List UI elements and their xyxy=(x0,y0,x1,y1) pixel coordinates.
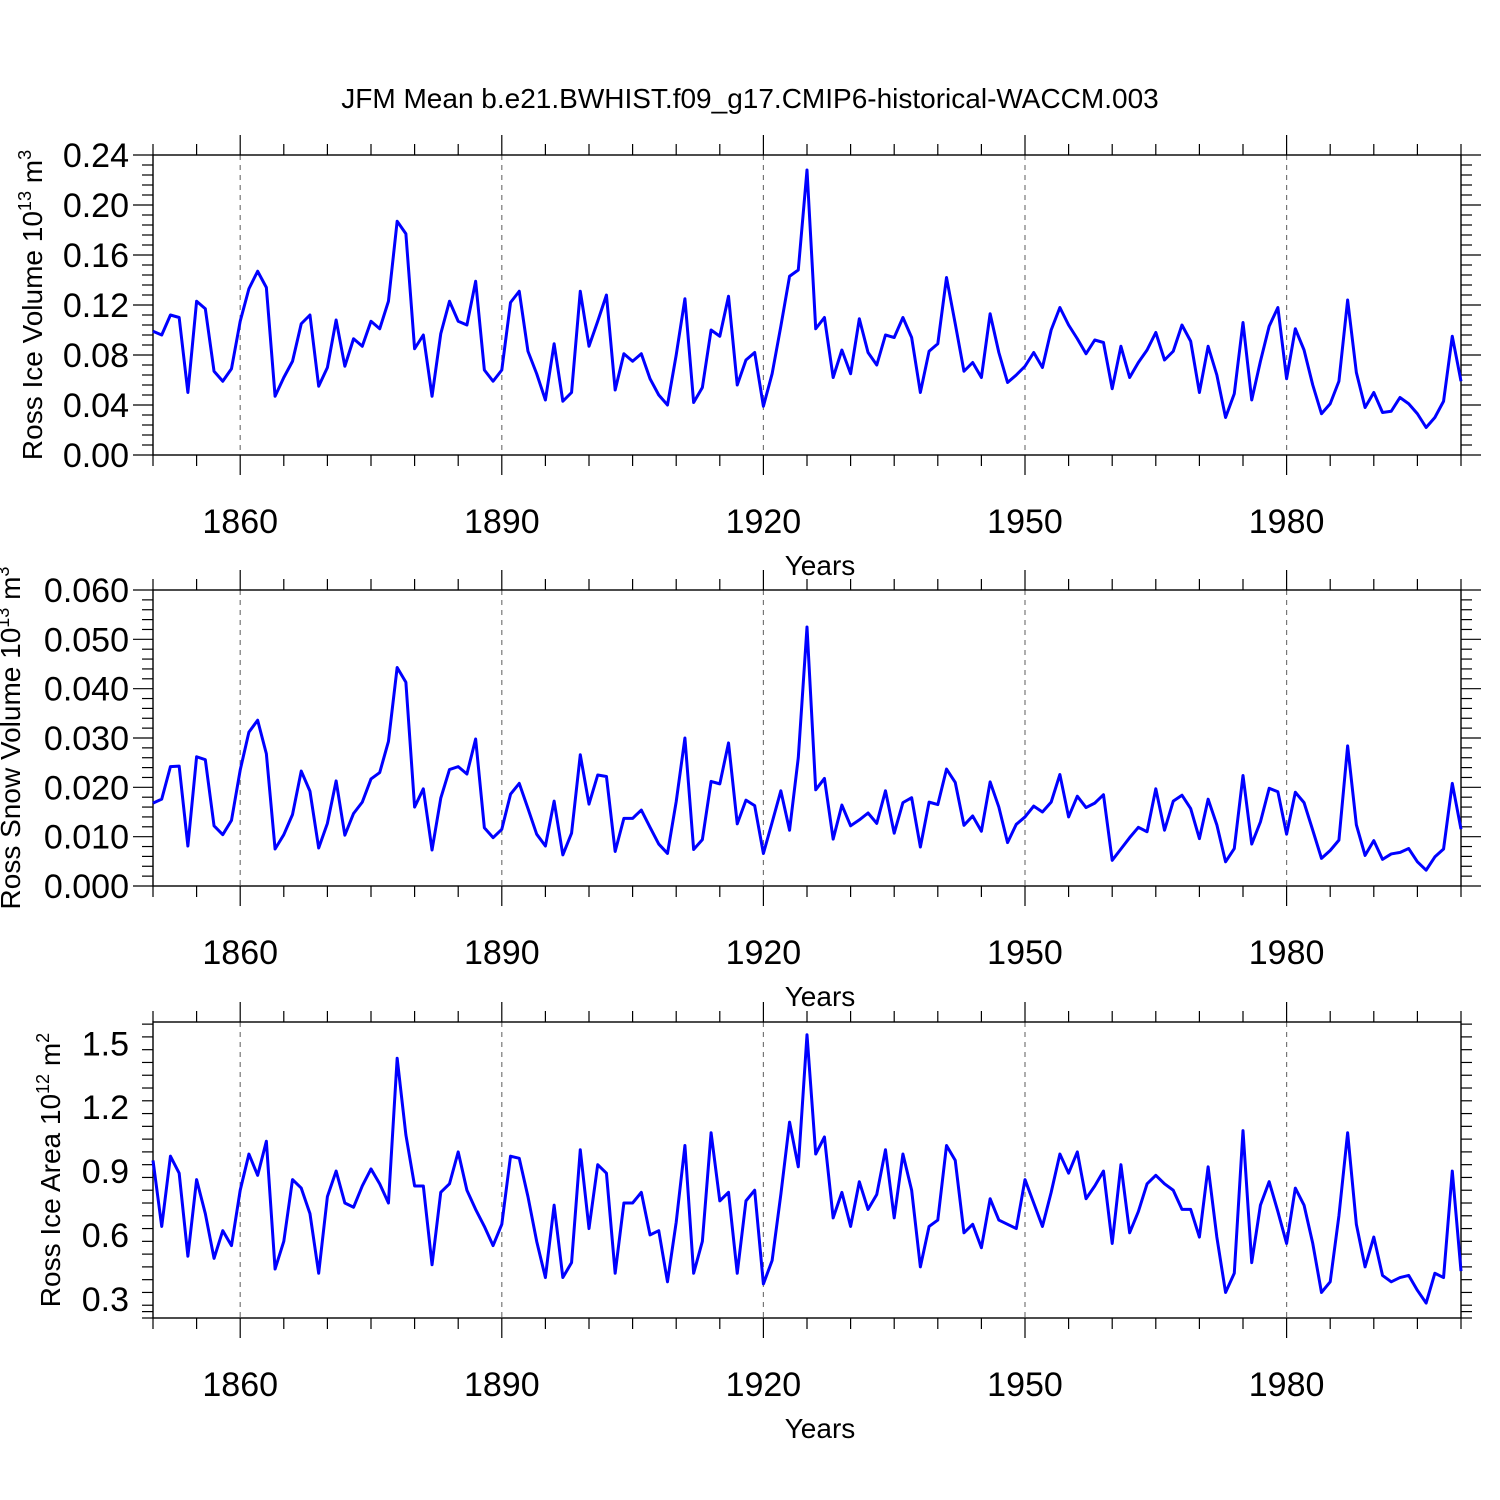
y-tick-label: 0.000 xyxy=(44,868,129,906)
y-axis-label-unit: m xyxy=(17,160,48,191)
x-tick-label: 1890 xyxy=(464,1366,540,1404)
y-tick-label: 0.04 xyxy=(63,387,129,425)
y-tick-label: 0.010 xyxy=(44,819,129,857)
y-axis-label-exponent: 13 xyxy=(15,191,35,211)
plot-frame xyxy=(152,154,1462,456)
y-tick-label: 1.5 xyxy=(82,1025,129,1063)
x-tick-label: 1980 xyxy=(1249,934,1325,972)
x-axis-label: Years xyxy=(785,550,856,581)
x-tick-label: 1950 xyxy=(987,934,1063,972)
x-tick-label: 1860 xyxy=(202,503,278,541)
x-tick-label: 1950 xyxy=(987,1366,1063,1404)
y-axis-label-exponent: 12 xyxy=(33,1074,53,1094)
x-tick-label: 1920 xyxy=(726,503,802,541)
series-points xyxy=(153,170,1461,428)
y-axis-label: Ross Ice Volume 1013 m3 xyxy=(15,150,48,460)
y-axis-label: Ross Ice Area 1012 m2 xyxy=(33,1033,66,1307)
plot-frame xyxy=(152,1021,1462,1319)
y-tick-label: 0.08 xyxy=(63,337,129,375)
x-axis-label: Years xyxy=(785,1413,856,1444)
x-tick-label: 1950 xyxy=(987,503,1063,541)
panels-group: 1860 1890 1920 1950 1980 0.00 0.04 0.08 0.12 0.16… xyxy=(0,135,1481,1444)
y-tick-label: 0.060 xyxy=(44,572,129,610)
x-tick-label: 1890 xyxy=(464,503,540,541)
y-axis-label-unit-exponent: 3 xyxy=(0,567,13,577)
y-tick-label: 0.020 xyxy=(44,769,129,807)
y-axis-label: Ross Snow Volume 1013 m3 xyxy=(0,567,26,910)
panel-1: 1860 1890 1920 1950 1980 0.00 0.04 0.08 0.12 0.16… xyxy=(15,135,1481,581)
y-tick-label: 0.030 xyxy=(44,720,129,758)
y-axis-label-text: Ross Ice Area 10 xyxy=(35,1094,66,1307)
panel-3: 1860 1890 1920 1950 1980 0.3 0.6 0.9 1.2 1.5 Years… xyxy=(33,1002,1472,1444)
x-axis-label: Years xyxy=(785,981,856,1012)
y-tick-label: 0.12 xyxy=(63,287,129,325)
y-tick-label: 0.20 xyxy=(63,187,129,225)
x-tick-label: 1920 xyxy=(726,934,802,972)
y-tick-label: 0.040 xyxy=(44,671,129,709)
y-axis-label-unit: m xyxy=(0,577,26,608)
y-axis-label-unit-exponent: 2 xyxy=(33,1033,53,1043)
x-tick-label: 1860 xyxy=(202,934,278,972)
y-tick-label: 0.9 xyxy=(82,1153,129,1191)
y-axis-label-text: Ross Ice Volume 10 xyxy=(17,211,48,460)
panel-2: 1860 1890 1920 1950 1980 0.000 0.010 0.020 0.030… xyxy=(0,567,1481,1012)
figure-title: JFM Mean b.e21.BWHIST.f09_g17.CMIP6-hist… xyxy=(341,83,1158,114)
x-tick-label: 1980 xyxy=(1249,503,1325,541)
y-tick-label: 0.16 xyxy=(63,237,129,275)
y-tick-label: 1.2 xyxy=(82,1089,129,1127)
x-tick-label: 1860 xyxy=(202,1366,278,1404)
y-tick-label: 0.00 xyxy=(63,437,129,475)
series-points xyxy=(153,627,1461,870)
y-axis-label-text: Ross Snow Volume 10 xyxy=(0,628,26,910)
y-axis-label-unit: m xyxy=(35,1043,66,1074)
x-tick-label: 1980 xyxy=(1249,1366,1325,1404)
x-tick-label: 1920 xyxy=(726,1366,802,1404)
y-axis-label-unit-exponent: 3 xyxy=(15,150,35,160)
y-tick-label: 0.24 xyxy=(63,137,129,175)
series-line xyxy=(151,1033,1463,1305)
y-tick-label: 0.050 xyxy=(44,621,129,659)
series-points xyxy=(153,1035,1461,1303)
series-line xyxy=(152,625,1463,872)
x-tick-label: 1890 xyxy=(464,934,540,972)
series-line xyxy=(152,168,1463,429)
y-tick-label: 0.6 xyxy=(82,1217,129,1255)
y-axis-label-exponent: 13 xyxy=(0,608,13,628)
y-tick-label: 0.3 xyxy=(82,1281,129,1319)
